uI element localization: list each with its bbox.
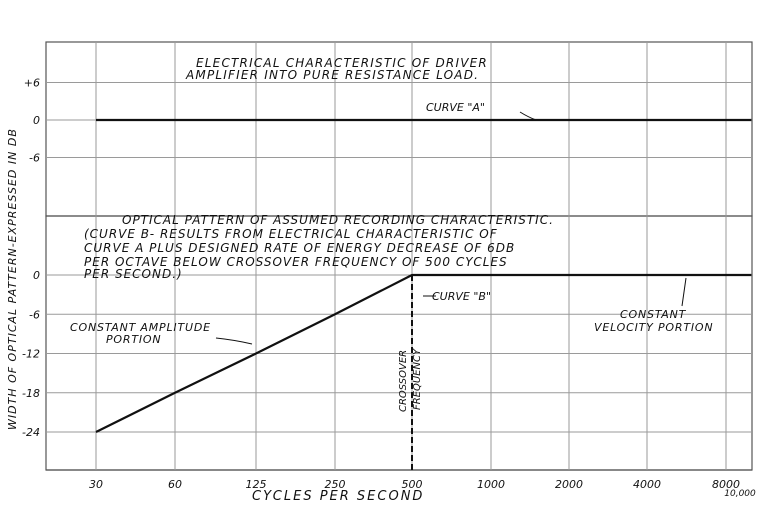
curve-a-label: CURVE "A" [426,101,485,114]
crossover-label-line-1: CROSSOVER [398,350,409,412]
constant-amplitude-label-line-2: PORTION [106,333,161,346]
y-tick-label-lower: -12 [22,348,40,361]
curves [95,118,752,470]
x-tick-label: 10,000 [724,489,756,499]
y-tick-label-upper: -6 [29,152,40,165]
curve-b-line [95,273,752,433]
lower-panel-title-line-2: (CURVE B- RESULTS FROM ELECTRICAL CHARAC… [84,227,498,241]
x-tick-label: 60 [168,478,182,491]
constant-velocity-leader [681,277,687,307]
x-tick-label: 4000 [633,478,661,491]
lower-panel-title-line-3: CURVE A PLUS DESIGNED RATE OF ENERGY DEC… [84,241,515,255]
y-tick-label-upper: 0 [33,114,40,127]
upper-panel-title-line-2: AMPLIFIER INTO PURE RESISTANCE LOAD. [185,68,479,82]
constant-amplitude-leader [215,337,253,345]
x-tick-label: 8000 [712,478,740,491]
lower-panel-title-line-5: PER SECOND.) [84,267,183,281]
x-tick-label: 500 [402,478,423,491]
y-tick-label-upper: +6 [24,77,40,90]
x-axis-label: CYCLES PER SECOND [252,489,424,504]
x-tick-label: 2000 [555,478,583,491]
x-tick-label: 1000 [477,478,505,491]
y-tick-label-lower: 0 [33,269,40,282]
constant-velocity-label-line-1: CONSTANT [620,308,687,321]
y-tick-label-lower: -18 [22,387,40,400]
x-tick-label: 250 [325,478,346,491]
y-tick-label-lower: -6 [29,308,40,321]
constant-velocity-label-line-2: VELOCITY PORTION [594,321,713,334]
curve-a-leader [519,111,537,121]
x-tick-label: 125 [246,478,267,491]
lower-panel-title-line-4: PER OCTAVE BELOW CROSSOVER FREQUENCY OF … [84,255,508,269]
crossover-label-line-2: FREQUENCY [412,348,423,410]
lower-panel-title-line-1: OPTICAL PATTERN OF ASSUMED RECORDING CHA… [122,213,554,227]
curve-b-label: CURVE "B" [432,290,491,303]
constant-amplitude-label-line-1: CONSTANT AMPLITUDE [70,321,211,334]
upper-panel-title-line-1: ELECTRICAL CHARACTERISTIC OF DRIVER [196,56,488,70]
y-tick-label-lower: -24 [22,426,40,439]
x-tick-label: 30 [89,478,103,491]
y-axis-label: WIDTH OF OPTICAL PATTERN-EXPRESSED IN DB [6,128,19,430]
